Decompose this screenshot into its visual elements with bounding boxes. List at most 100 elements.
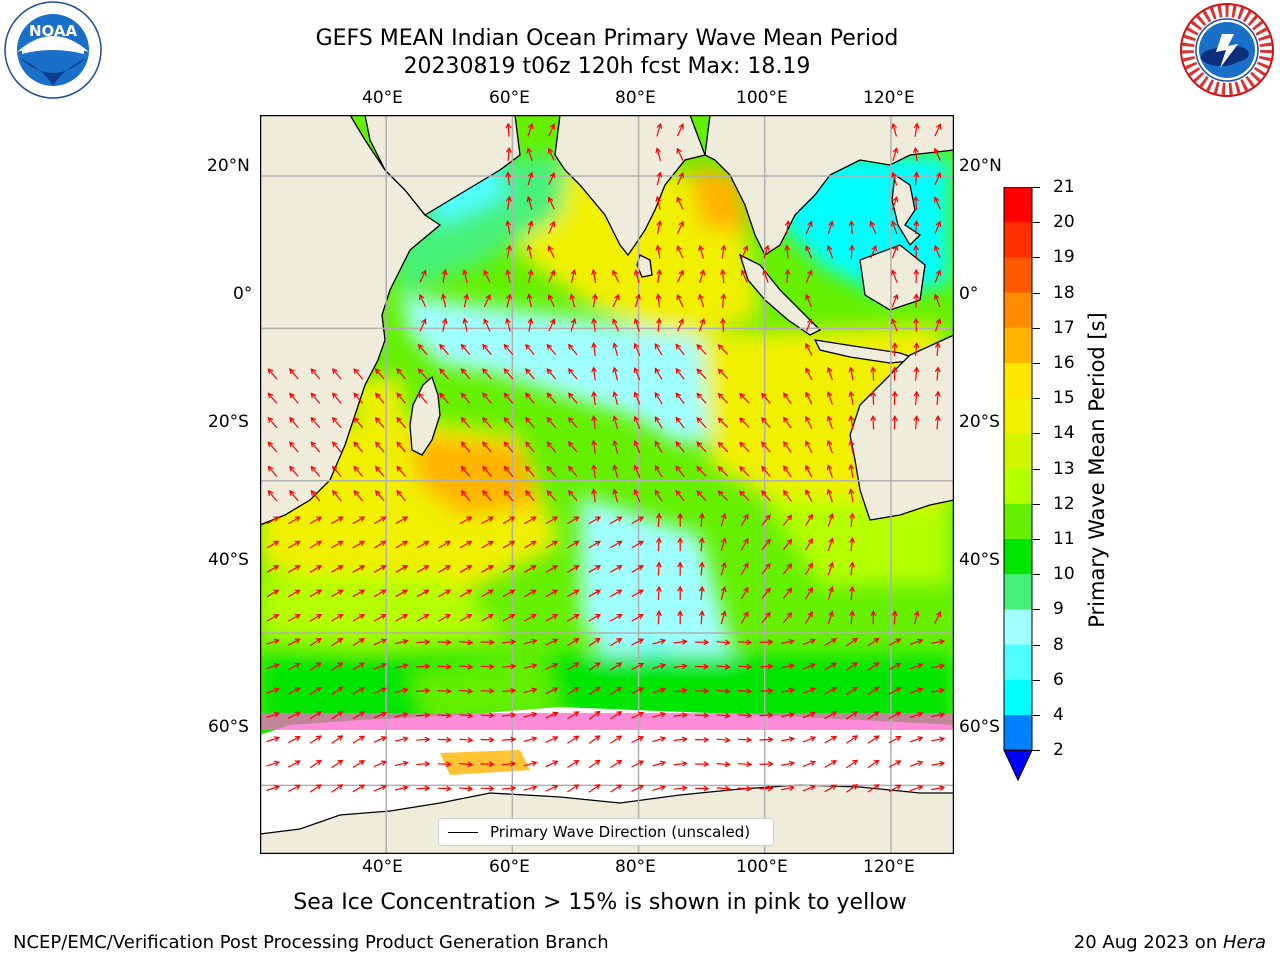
wave-arrow xyxy=(309,613,323,622)
wave-arrow xyxy=(419,318,427,332)
wave-arrow xyxy=(373,687,387,695)
wave-arrow xyxy=(676,171,684,186)
wave-arrow xyxy=(891,244,899,259)
wave-arrow xyxy=(720,537,727,552)
wave-arrow xyxy=(848,488,855,503)
wave-arrow xyxy=(481,589,494,598)
wave-arrow xyxy=(738,639,753,646)
wave-arrow xyxy=(331,392,342,404)
wave-arrow xyxy=(784,244,791,259)
wave-arrow xyxy=(631,687,645,695)
wave-arrow xyxy=(805,318,813,332)
wave-arrow xyxy=(568,368,578,380)
wave-arrow xyxy=(588,686,601,696)
wave-arrow xyxy=(717,392,729,404)
wave-arrow xyxy=(394,785,409,791)
wave-arrow xyxy=(482,392,492,404)
wave-arrow xyxy=(673,663,688,670)
wave-arrow xyxy=(506,244,512,259)
wave-arrow xyxy=(396,489,406,502)
wave-arrow xyxy=(588,784,601,793)
wave-arrow xyxy=(373,589,387,598)
wave-arrow xyxy=(888,638,902,646)
wave-arrow xyxy=(782,587,793,599)
colorbar-cell-9 xyxy=(1004,503,1032,540)
wave-arrow xyxy=(567,735,580,744)
wave-arrow xyxy=(545,516,559,525)
wave-arrow xyxy=(394,736,409,743)
wave-arrow xyxy=(266,711,280,718)
wave-arrow xyxy=(546,416,557,429)
wave-arrow xyxy=(610,735,623,744)
wave-arrow xyxy=(523,663,538,669)
wave-arrow xyxy=(805,293,812,308)
colorbar-label-14: 6 xyxy=(1053,669,1064,690)
wave-arrow xyxy=(545,540,559,549)
wave-arrow xyxy=(891,171,898,186)
wave-arrow xyxy=(482,343,492,355)
colorbar-label-4: 17 xyxy=(1053,317,1075,338)
wave-arrow xyxy=(267,489,278,502)
wave-arrow xyxy=(696,368,707,380)
wave-arrow xyxy=(782,416,792,429)
wave-arrow xyxy=(482,416,492,429)
wave-arrow xyxy=(523,736,538,742)
wave-arrow xyxy=(633,488,641,503)
wave-arrow xyxy=(310,489,321,502)
wave-arrow xyxy=(909,711,924,719)
wave-arrow xyxy=(931,736,946,743)
wave-arrow xyxy=(373,516,387,525)
wave-arrow xyxy=(416,785,431,792)
wave-arrow xyxy=(888,736,902,744)
wave-arrow xyxy=(870,415,877,430)
wave-arrow xyxy=(631,711,645,719)
wave-arrow xyxy=(266,516,280,525)
wave-arrow xyxy=(439,392,449,404)
wave-arrow xyxy=(309,784,322,793)
wave-arrow xyxy=(545,589,559,598)
wave-arrow xyxy=(848,244,855,259)
wave-arrow xyxy=(546,368,557,380)
wave-arrow xyxy=(331,710,344,720)
wave-arrow xyxy=(374,441,385,453)
wave-arrow xyxy=(266,663,280,670)
wave-arrow xyxy=(655,610,662,625)
wave-arrow xyxy=(675,416,685,429)
wave-arrow xyxy=(913,268,920,284)
wave-arrow xyxy=(867,759,880,769)
wave-arrow xyxy=(588,565,602,573)
wave-arrow xyxy=(698,561,705,576)
colorbar-label-8: 13 xyxy=(1053,458,1075,479)
wave-arrow xyxy=(759,663,774,670)
wave-arrow xyxy=(545,565,559,573)
wave-arrow xyxy=(353,368,364,380)
wave-arrow xyxy=(352,565,366,573)
wave-arrow xyxy=(416,639,431,646)
wave-arrow xyxy=(931,785,946,791)
wave-arrow xyxy=(720,586,727,600)
wave-arrow xyxy=(440,293,447,308)
wave-arrow xyxy=(802,736,817,743)
wave-arrow xyxy=(373,784,387,792)
wave-arrow xyxy=(805,245,813,259)
wave-arrow xyxy=(588,662,601,671)
colorbar-cell-5 xyxy=(1004,363,1032,399)
wave-arrow xyxy=(934,269,942,283)
wave-arrow xyxy=(352,760,366,769)
wave-arrow xyxy=(912,146,919,162)
wave-arrow xyxy=(676,147,684,161)
wave-arrow xyxy=(849,585,855,600)
wave-arrow xyxy=(675,367,685,380)
wave-arrow xyxy=(526,195,533,210)
wave-arrow xyxy=(289,441,299,453)
wave-arrow xyxy=(633,464,641,478)
wave-arrow xyxy=(759,736,774,743)
wave-arrow xyxy=(419,293,427,308)
wave-arrow xyxy=(331,735,344,744)
wave-arrow xyxy=(438,589,451,598)
wave-arrow xyxy=(481,540,494,549)
wave-arrow xyxy=(480,761,495,768)
wave-arrow xyxy=(716,639,731,646)
wave-arrow xyxy=(396,416,406,429)
wave-arrow xyxy=(780,663,796,669)
